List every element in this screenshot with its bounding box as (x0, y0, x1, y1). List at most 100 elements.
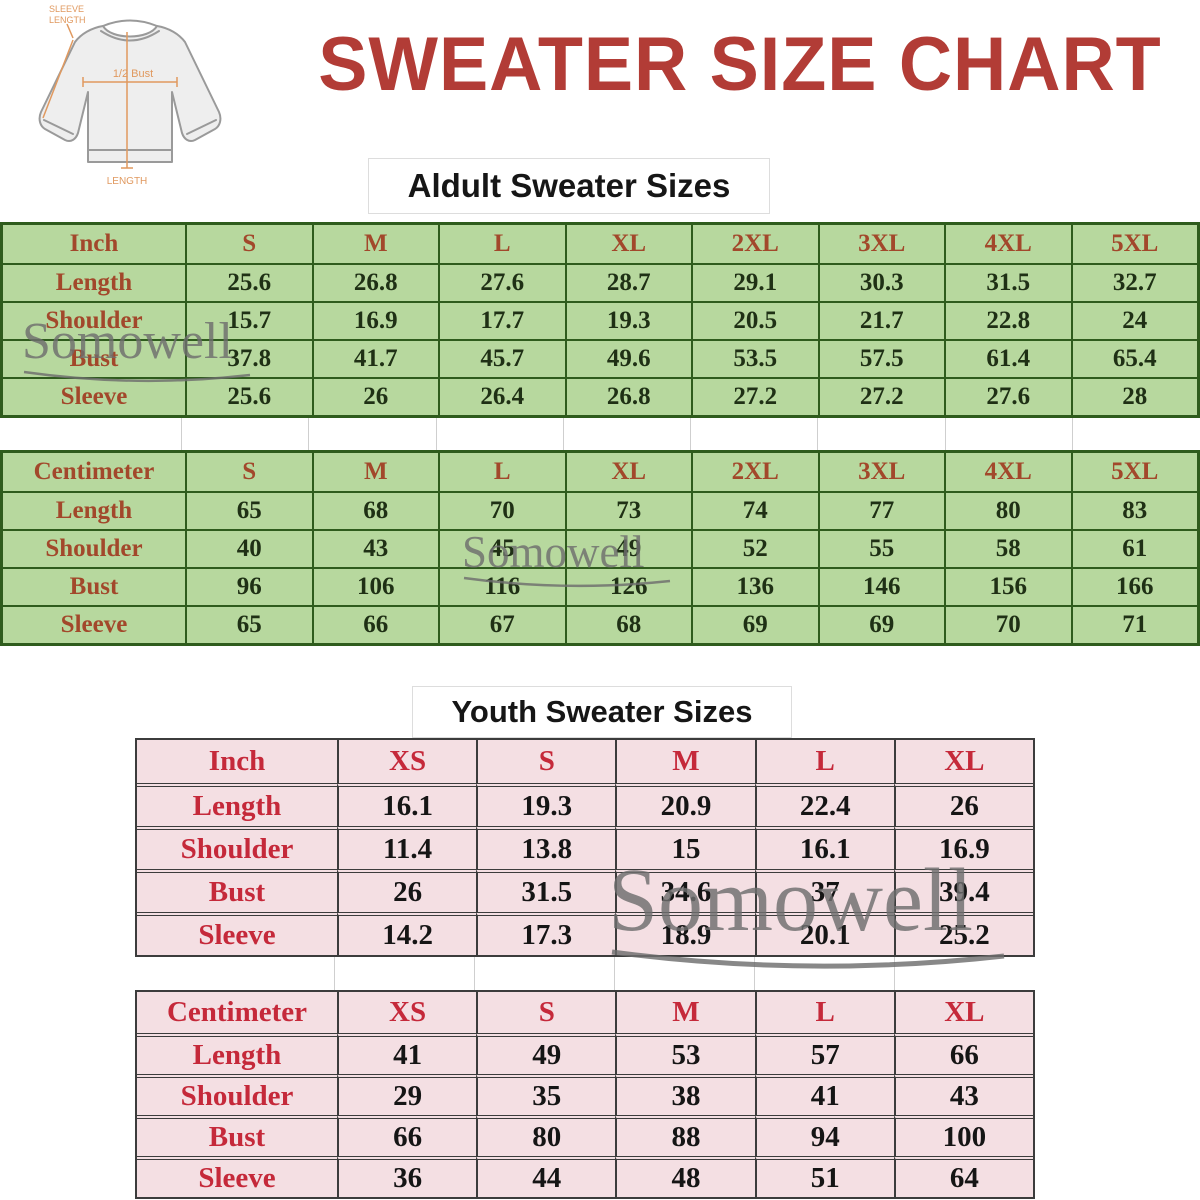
value-cell: 49 (564, 529, 691, 567)
spacer-cell (135, 957, 335, 990)
value-cell: 88 (615, 1115, 755, 1156)
value-cell: 94 (754, 1115, 894, 1156)
value-cell: 65.4 (1070, 339, 1197, 377)
row-label-cell: Bust (137, 1115, 337, 1156)
value-cell: 15 (615, 826, 755, 869)
value-cell: 53.5 (691, 339, 818, 377)
row-label-cell: Sleeve (3, 377, 185, 415)
value-cell: 58 (944, 529, 1071, 567)
value-cell: 26 (337, 869, 477, 912)
value-cell: 27.2 (817, 377, 944, 415)
sweater-outline (38, 19, 222, 163)
value-cell: 53 (615, 1033, 755, 1074)
value-cell: 25.6 (185, 377, 312, 415)
value-cell: 30.3 (817, 263, 944, 301)
value-cell: 11.4 (337, 826, 477, 869)
value-cell: 27.6 (438, 263, 565, 301)
row-label-cell: Sleeve (137, 1156, 337, 1197)
spacer-cell (475, 957, 615, 990)
value-cell: 20.1 (754, 912, 894, 955)
size-header-cell: XS (337, 992, 476, 1033)
value-cell: 45 (438, 529, 565, 567)
spacer-cell (946, 418, 1073, 450)
adult-cm-table: Centimeter S M L XL 2XL 3XL 4XL 5XL Length 65 68 70 7… (0, 450, 1200, 646)
value-cell: 49.6 (564, 339, 691, 377)
size-header-cell: XL (893, 992, 1033, 1033)
value-cell: 48 (615, 1156, 755, 1197)
value-cell: 106 (311, 567, 438, 605)
value-cell: 28.7 (564, 263, 691, 301)
bust-dimension-line (82, 77, 178, 87)
size-header-cell: 4XL (944, 453, 1071, 491)
value-cell: 22.4 (754, 783, 894, 826)
value-cell: 70 (944, 605, 1071, 643)
value-cell: 126 (564, 567, 691, 605)
spacer-cell (309, 418, 437, 450)
value-cell: 68 (564, 605, 691, 643)
dimension-lines (42, 23, 178, 169)
row-label-cell: Sleeve (3, 605, 185, 643)
value-cell: 26.4 (438, 377, 565, 415)
size-header-cell: 5XL (1070, 225, 1198, 263)
adult-section-heading: Aldult Sweater Sizes (368, 158, 770, 214)
value-cell: 26 (311, 377, 438, 415)
value-cell: 77 (817, 491, 944, 529)
size-header-cell: XL (564, 453, 692, 491)
row-label-cell: Length (3, 263, 185, 301)
length-dimension-line (121, 32, 133, 169)
value-cell: 80 (476, 1115, 616, 1156)
value-cell: 16.9 (311, 301, 438, 339)
size-header-cell: L (754, 992, 894, 1033)
value-cell: 26.8 (564, 377, 691, 415)
spacer-cell (755, 957, 895, 990)
value-cell: 37 (754, 869, 894, 912)
value-cell: 96 (185, 567, 312, 605)
size-header-cell: 3XL (817, 453, 945, 491)
size-header-cell: S (476, 740, 615, 783)
value-cell: 36 (337, 1156, 477, 1197)
adult-table-spacer (0, 418, 1200, 450)
size-header-cell: S (185, 453, 312, 491)
length-label: LENGTH (107, 176, 148, 187)
value-cell: 100 (893, 1115, 1033, 1156)
value-cell: 29.1 (691, 263, 818, 301)
youth-table-spacer (135, 957, 1035, 990)
value-cell: 74 (691, 491, 818, 529)
value-cell: 25.2 (893, 912, 1033, 955)
row-label-cell: Length (137, 1033, 337, 1074)
row-label-cell: Bust (3, 567, 185, 605)
value-cell: 43 (311, 529, 438, 567)
page-title: SWEATER SIZE CHART (318, 21, 1162, 107)
value-cell: 61 (1070, 529, 1197, 567)
value-cell: 64 (893, 1156, 1033, 1197)
size-header-cell: L (754, 740, 894, 783)
value-cell: 17.3 (476, 912, 616, 955)
value-cell: 13.8 (476, 826, 616, 869)
value-cell: 41 (754, 1074, 894, 1115)
value-cell: 52 (691, 529, 818, 567)
size-header-cell: 2XL (691, 453, 818, 491)
row-label-cell: Bust (3, 339, 185, 377)
youth-inch-table: Inch XS S M L XL Length 16.1 19.3 20.9 22.4 26 Shoul… (135, 738, 1035, 957)
row-label-cell: Length (137, 783, 337, 826)
value-cell: 31.5 (944, 263, 1071, 301)
sleeve-label-line1: SLEEVE (49, 4, 84, 14)
value-cell: 26 (893, 783, 1033, 826)
value-cell: 41 (337, 1033, 477, 1074)
value-cell: 16.9 (893, 826, 1033, 869)
size-header-cell: 2XL (691, 225, 818, 263)
size-header-cell: 3XL (817, 225, 945, 263)
unit-header-cell: Inch (69, 230, 119, 257)
spacer-cell (895, 957, 1035, 990)
value-cell: 25.6 (185, 263, 312, 301)
value-cell: 51 (754, 1156, 894, 1197)
spacer-cell (615, 957, 755, 990)
value-cell: 69 (691, 605, 818, 643)
size-header-cell: M (311, 453, 439, 491)
value-cell: 20.9 (615, 783, 755, 826)
value-cell: 38 (615, 1074, 755, 1115)
value-cell: 40 (185, 529, 312, 567)
spacer-cell (691, 418, 819, 450)
value-cell: 71 (1070, 605, 1197, 643)
unit-header-cell: Centimeter (166, 996, 308, 1028)
